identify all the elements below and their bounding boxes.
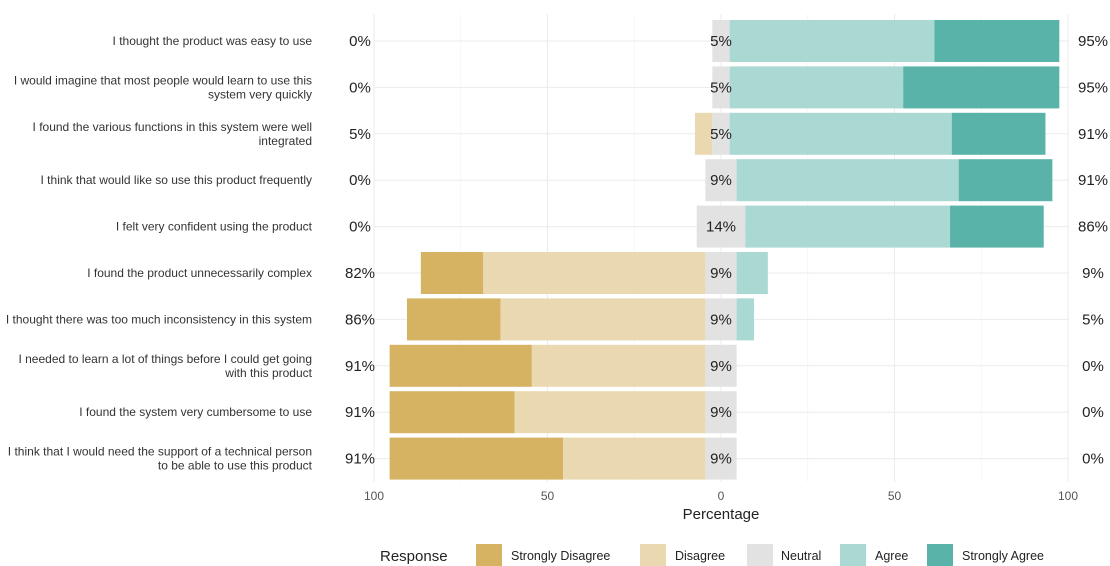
right-percent-label: 95% <box>1078 79 1108 96</box>
bar-disagree <box>483 252 706 294</box>
right-percent-label: 0% <box>1082 451 1104 468</box>
legend-swatch <box>840 544 866 566</box>
legend-label: Neutral <box>781 549 821 563</box>
left-percent-label: 0% <box>349 79 371 96</box>
bar-agree <box>729 66 904 109</box>
right-percent-label: 0% <box>1082 404 1104 421</box>
bar-strongly-agree <box>934 20 1060 62</box>
legend-label: Strongly Disagree <box>511 549 610 563</box>
bar-agree <box>736 298 754 341</box>
question-label: I think that would like so use this prod… <box>41 173 312 187</box>
bar-neutral <box>705 159 737 202</box>
right-percent-label: 5% <box>1082 311 1104 328</box>
bar-agree <box>729 20 935 62</box>
question-label: I found the product unnecessarily comple… <box>87 266 312 280</box>
bar-neutral <box>705 391 737 434</box>
bar-neutral <box>705 252 737 294</box>
bar-strongly-agree <box>903 66 1060 109</box>
bar-disagree <box>563 437 706 480</box>
neutral-percent-label: 9% <box>710 404 732 421</box>
neutral-percent-label: 9% <box>710 451 732 468</box>
bar-disagree <box>514 391 706 434</box>
question-label: I thought the product was easy to use <box>113 34 313 48</box>
question-label: I found the various functions in this sy… <box>33 120 312 148</box>
legend-label: Strongly Agree <box>962 549 1044 563</box>
question-label: I needed to learn a lot of things before… <box>18 352 312 380</box>
right-percent-label: 86% <box>1078 219 1108 236</box>
bar-agree <box>745 205 951 248</box>
bar-agree <box>729 112 952 155</box>
bar-neutral <box>712 20 730 62</box>
bar-strongly-agree <box>951 112 1046 155</box>
neutral-percent-label: 9% <box>710 265 732 282</box>
right-percent-label: 91% <box>1078 172 1108 189</box>
x-axis-title: Percentage <box>683 506 760 523</box>
bar-neutral <box>712 112 730 155</box>
neutral-percent-label: 5% <box>710 126 732 143</box>
question-label: I think that I would need the support of… <box>8 445 313 473</box>
left-percent-label: 91% <box>345 404 375 421</box>
bar-disagree <box>694 112 713 155</box>
left-percent-label: 91% <box>345 451 375 468</box>
bar-strongly-disagree <box>389 437 564 480</box>
x-tick-label: 100 <box>364 489 384 503</box>
question-labels: I thought the product was easy to use I w… <box>6 34 313 473</box>
bar-strongly-disagree <box>420 252 484 294</box>
question-label: I thought there was too much inconsisten… <box>6 312 312 326</box>
left-percent-label: 0% <box>349 172 371 189</box>
bar-neutral <box>705 344 737 387</box>
bar-neutral <box>705 437 737 480</box>
neutral-percent-label: 5% <box>710 79 732 96</box>
left-percent-label: 86% <box>345 311 375 328</box>
bars <box>389 20 1060 480</box>
bar-disagree <box>531 344 706 387</box>
neutral-percent-label: 9% <box>710 358 732 375</box>
question-label: I found the system very cumbersome to us… <box>79 405 312 419</box>
bar-strongly-disagree <box>389 391 515 434</box>
left-percent-label: 0% <box>349 33 371 50</box>
bar-strongly-agree <box>958 159 1053 202</box>
bar-neutral <box>712 66 730 109</box>
left-percent-label: 91% <box>345 358 375 375</box>
neutral-percent-label: 14% <box>706 219 736 236</box>
bar-strongly-disagree <box>389 344 532 387</box>
right-percent-label: 9% <box>1082 265 1104 282</box>
x-tick-label: 50 <box>541 489 555 503</box>
question-label: I felt very confident using the product <box>116 220 313 234</box>
right-percent-label: 0% <box>1082 358 1104 375</box>
left-percent-label: 5% <box>349 126 371 143</box>
right-percent-label: 95% <box>1078 33 1108 50</box>
neutral-percent-label: 5% <box>710 33 732 50</box>
bar-strongly-agree <box>950 205 1044 248</box>
bar-neutral <box>705 298 737 341</box>
x-tick-label: 0 <box>718 489 725 503</box>
legend-label: Agree <box>875 549 908 563</box>
bar-agree <box>736 252 768 294</box>
legend-swatch <box>747 544 773 566</box>
question-label: I would imagine that most people would l… <box>14 73 312 101</box>
legend-label: Disagree <box>675 549 725 563</box>
left-percent-label: 0% <box>349 219 371 236</box>
percentage-labels: 0% 5% 95% 0% 5% 95% 5% 5% 91% 0% 9% 91% 0% 14% 86% 82% 9… <box>345 33 1108 468</box>
legend-title: Response <box>380 548 448 565</box>
bar-disagree <box>500 298 706 341</box>
left-percent-label: 82% <box>345 265 375 282</box>
x-tick-labels: 100 50 0 50 100 <box>364 489 1078 503</box>
legend-swatch <box>640 544 666 566</box>
right-percent-label: 91% <box>1078 126 1108 143</box>
x-tick-label: 50 <box>888 489 902 503</box>
x-tick-label: 100 <box>1058 489 1078 503</box>
bar-neutral <box>696 205 746 248</box>
bar-strongly-disagree <box>406 298 501 341</box>
neutral-percent-label: 9% <box>710 311 732 328</box>
legend-swatch <box>476 544 502 566</box>
legend: Response Strongly Disagree Disagree Neutra… <box>380 544 1044 566</box>
bar-agree <box>736 159 959 202</box>
neutral-percent-label: 9% <box>710 172 732 189</box>
legend-swatch <box>927 544 953 566</box>
